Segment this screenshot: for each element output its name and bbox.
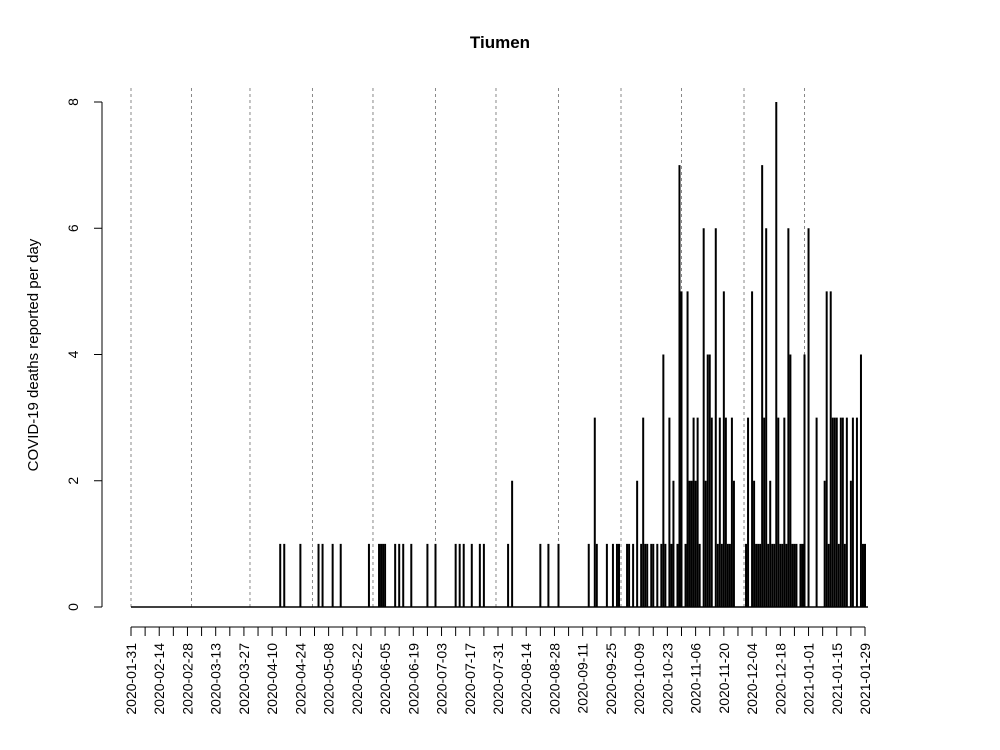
x-tick-label: 2020-11-20	[716, 643, 732, 714]
x-tick-label: 2021-01-29	[857, 643, 873, 715]
x-tick-label: 2020-09-11	[575, 643, 591, 714]
x-tick-label: 2020-10-23	[659, 643, 675, 715]
y-tick-label: 0	[65, 603, 81, 611]
x-tick-label: 2020-07-03	[434, 643, 450, 715]
x-tick-label: 2021-01-15	[829, 643, 845, 715]
y-axis: 0 2 4 6 8	[65, 98, 103, 611]
y-tick-label: 2	[65, 477, 81, 485]
x-tick-label: 2020-12-18	[772, 643, 788, 715]
x-tick-label: 2020-03-27	[236, 643, 252, 715]
x-tick-label: 2020-02-28	[179, 643, 195, 715]
x-axis: 2020-01-31 2020-02-14 2020-02-28 2020-03-13…	[123, 626, 873, 715]
x-tick-label: 2020-01-31	[123, 643, 139, 715]
y-axis-label: COVID-19 deaths reported per day	[25, 238, 42, 471]
x-tick-label: 2020-08-14	[518, 643, 534, 715]
y-tick-label: 8	[65, 98, 81, 106]
x-tick-label: 2020-12-04	[744, 643, 760, 715]
x-tick-label: 2020-04-10	[264, 643, 280, 715]
x-tick-label: 2020-02-14	[151, 643, 167, 715]
x-tick-label: 2020-06-05	[377, 643, 393, 715]
x-tick-label: 2020-10-09	[631, 643, 647, 715]
x-tick-label: 2020-05-22	[349, 643, 365, 715]
bars	[131, 102, 868, 608]
chart-title: Tiumen	[470, 33, 530, 52]
x-tick-label: 2020-04-24	[292, 643, 308, 715]
x-tick-label: 2020-03-13	[208, 643, 224, 715]
x-tick-label: 2020-08-28	[546, 643, 562, 715]
y-tick-label: 6	[65, 224, 81, 232]
x-tick-label: 2021-01-01	[801, 643, 817, 715]
x-tick-label: 2020-09-25	[603, 643, 619, 715]
x-tick-label: 2020-06-19	[405, 643, 421, 715]
y-tick-label: 4	[65, 350, 81, 358]
x-tick-label: 2020-05-08	[321, 643, 337, 715]
x-tick-label: 2020-07-31	[490, 643, 506, 715]
x-tick-label: 2020-07-17	[462, 643, 478, 715]
x-tick-label: 2020-11-06	[688, 643, 704, 714]
